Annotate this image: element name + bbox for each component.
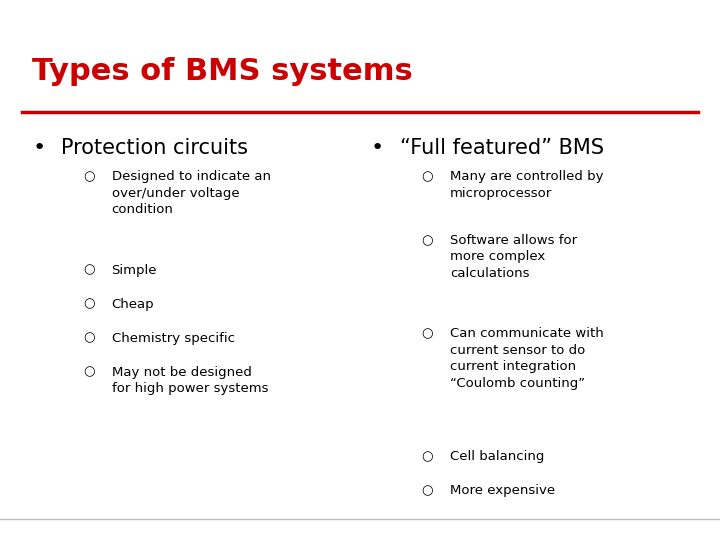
Text: Cheap: Cheap: [112, 298, 154, 310]
Text: Types of BMS systems: Types of BMS systems: [32, 57, 413, 86]
Text: Can communicate with
current sensor to do
current integration
“Coulomb counting”: Can communicate with current sensor to d…: [450, 327, 604, 390]
Text: ○: ○: [83, 298, 94, 310]
Text: ○: ○: [421, 450, 433, 463]
Text: Many are controlled by
microprocessor: Many are controlled by microprocessor: [450, 170, 603, 200]
Text: ○: ○: [83, 170, 94, 183]
Text: ○: ○: [83, 332, 94, 345]
Text: Software allows for
more complex
calculations: Software allows for more complex calcula…: [450, 234, 577, 280]
Text: Cell balancing: Cell balancing: [450, 450, 544, 463]
Text: Simple: Simple: [112, 264, 157, 276]
Text: May not be designed
for high power systems: May not be designed for high power syste…: [112, 366, 268, 395]
Text: Protection circuits: Protection circuits: [61, 138, 248, 158]
Text: Designed to indicate an
over/under voltage
condition: Designed to indicate an over/under volta…: [112, 170, 271, 216]
Text: ○: ○: [421, 170, 433, 183]
Text: •: •: [371, 138, 384, 158]
Text: Chemistry specific: Chemistry specific: [112, 332, 235, 345]
Text: ○: ○: [421, 327, 433, 340]
Text: •: •: [32, 138, 45, 158]
Text: More expensive: More expensive: [450, 484, 555, 497]
Text: ○: ○: [83, 264, 94, 276]
Text: ○: ○: [83, 366, 94, 379]
Text: ○: ○: [421, 484, 433, 497]
Text: ○: ○: [421, 234, 433, 247]
Text: “Full featured” BMS: “Full featured” BMS: [400, 138, 603, 158]
